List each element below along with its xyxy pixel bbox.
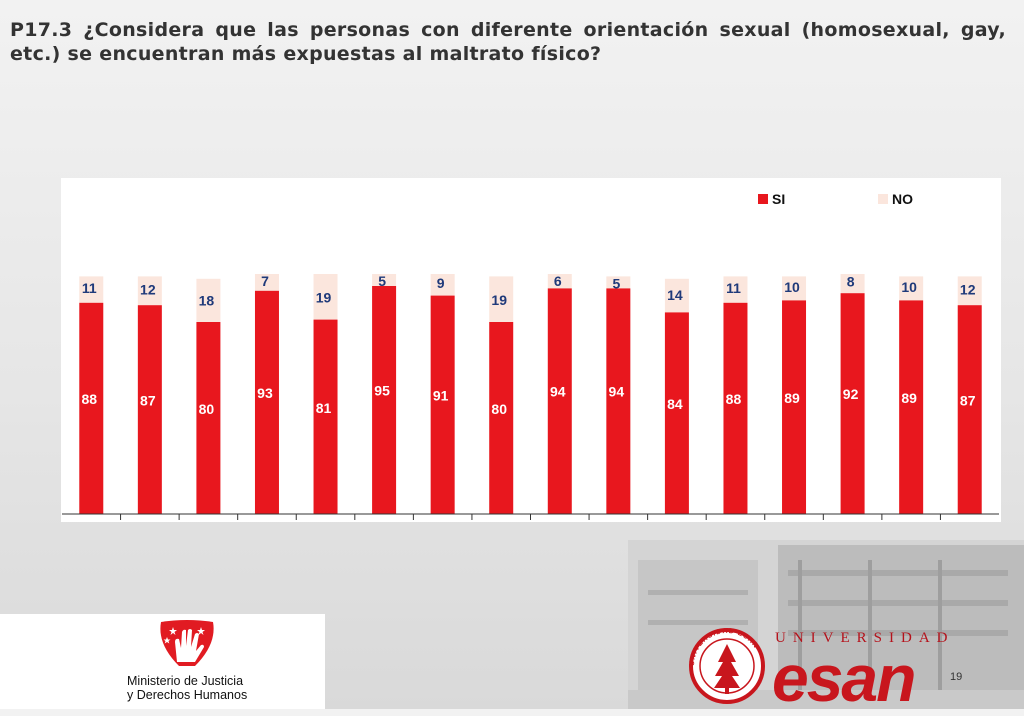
- bar-si-15: [957, 305, 982, 514]
- data-label-si-8: 94: [550, 384, 566, 400]
- data-label-no-8: 6: [554, 273, 562, 289]
- bar-no-2: [196, 278, 221, 322]
- bar-no-13: [840, 274, 865, 294]
- data-label-si-3: 93: [257, 385, 273, 401]
- data-label-no-6: 9: [437, 275, 445, 291]
- data-label-no-4: 19: [316, 289, 332, 305]
- data-label-no-14: 10: [901, 279, 917, 295]
- data-label-si-10: 84: [667, 396, 683, 412]
- ministerio-logo: Ministerio de Justicia y Derechos Humano…: [0, 614, 325, 709]
- bar-no-8: [547, 274, 572, 289]
- data-label-no-0: 11: [82, 280, 97, 296]
- data-label-no-1: 12: [140, 282, 156, 298]
- bar-no-12: [782, 276, 807, 301]
- data-label-si-9: 94: [609, 384, 625, 400]
- data-label-si-7: 80: [491, 401, 507, 417]
- bar-no-14: [899, 276, 924, 301]
- bar-si-6: [430, 295, 455, 514]
- bar-si-8: [547, 288, 572, 514]
- bar-si-9: [606, 288, 631, 514]
- legend-label-0: SI: [772, 191, 785, 207]
- data-label-no-3: 7: [261, 273, 269, 289]
- data-label-si-14: 89: [901, 390, 917, 406]
- bar-no-1: [137, 276, 162, 306]
- data-label-no-13: 8: [847, 274, 855, 290]
- data-label-si-2: 80: [199, 401, 215, 417]
- bar-si-3: [254, 290, 279, 514]
- bar-si-10: [664, 312, 689, 514]
- data-label-si-6: 91: [433, 387, 449, 403]
- ministerio-name-line2: y Derechos Humanos: [127, 688, 248, 702]
- data-label-si-0: 88: [81, 391, 97, 407]
- bar-si-14: [899, 300, 924, 514]
- bar-no-6: [430, 274, 455, 296]
- ministerio-name-line1: Ministerio de Justicia: [127, 674, 244, 688]
- esan-university-wordmark: UNIVERSIDAD: [775, 630, 955, 646]
- data-label-si-1: 87: [140, 392, 156, 408]
- bar-no-11: [723, 276, 748, 303]
- bar-no-3: [254, 274, 279, 291]
- data-label-si-15: 87: [960, 392, 976, 408]
- data-label-no-11: 11: [726, 280, 741, 296]
- bar-si-5: [372, 286, 397, 514]
- bar-si-1: [137, 305, 162, 514]
- bar-si-4: [313, 319, 338, 514]
- stacked-bar-chart: 88 11 87 12 80 18 93 7 81 19 95 5 91 9 80 19 94 6 94 5 84 14 8…: [62, 191, 999, 520]
- legend-swatch-1: [878, 194, 888, 204]
- chart-panel: 88 11 87 12 80 18 93 7 81 19 95 5 91 9 80 19 94 6 94 5 84 14 8…: [61, 178, 1001, 522]
- esan-logo-text: esan: [772, 641, 916, 715]
- bar-no-4: [313, 274, 338, 320]
- data-label-si-13: 92: [843, 386, 859, 402]
- bar-si-12: [782, 300, 807, 514]
- data-label-si-4: 81: [316, 400, 332, 416]
- page-number: 19: [950, 671, 963, 683]
- data-label-si-12: 89: [784, 390, 800, 406]
- bar-si-7: [489, 322, 514, 514]
- bar-no-10: [664, 278, 689, 313]
- legend-label-1: NO: [892, 191, 913, 207]
- bar-no-9: [606, 276, 631, 289]
- data-label-si-5: 95: [374, 382, 390, 398]
- data-label-no-5: 5: [378, 273, 386, 289]
- bar-si-2: [196, 322, 221, 514]
- data-label-no-10: 14: [667, 287, 683, 303]
- bar-no-7: [489, 276, 514, 322]
- data-label-no-12: 10: [784, 279, 800, 295]
- bar-no-15: [957, 276, 982, 306]
- data-label-no-2: 18: [199, 293, 215, 309]
- data-label-no-15: 12: [960, 282, 976, 298]
- bar-si-0: [79, 302, 104, 514]
- data-label-no-9: 5: [612, 275, 620, 291]
- data-label-si-11: 88: [726, 391, 742, 407]
- bar-no-5: [372, 274, 397, 286]
- bar-no-0: [79, 276, 104, 303]
- esan-seal-icon: UNIVERSIDAD ESAN: [689, 628, 765, 704]
- data-label-no-7: 19: [491, 292, 507, 308]
- ministerio-emblem-icon: [160, 620, 214, 666]
- legend-swatch-0: [758, 194, 768, 204]
- bar-si-13: [840, 293, 865, 514]
- bar-si-11: [723, 302, 748, 514]
- page-title: P17.3 ¿Considera que las personas con di…: [10, 19, 1006, 65]
